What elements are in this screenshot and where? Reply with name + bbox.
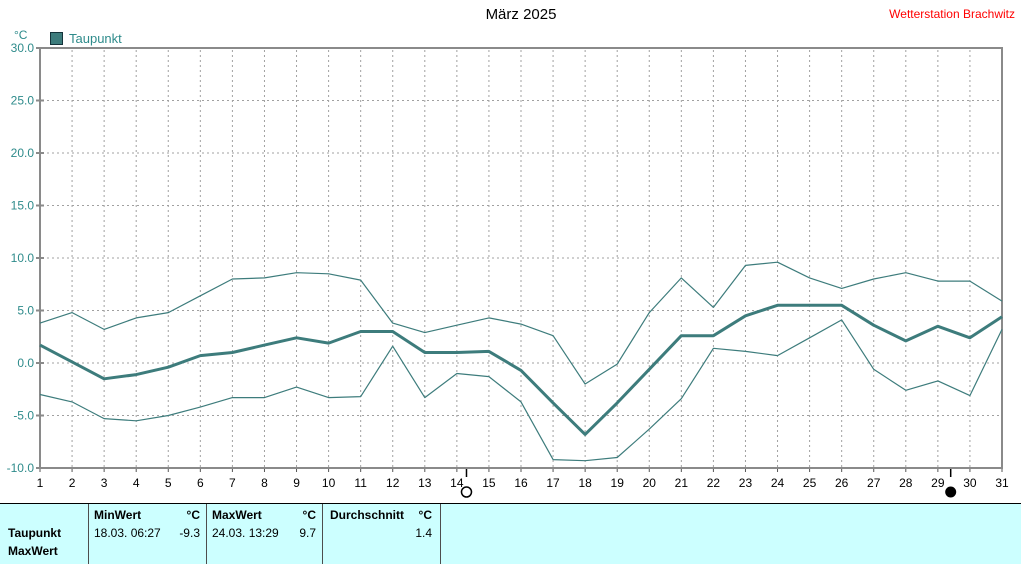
x-tick-label: 10	[322, 476, 336, 490]
x-tick-label: 9	[293, 476, 300, 490]
y-axis-unit-label: °C	[14, 28, 28, 42]
series-daily-min-line	[39, 319, 1003, 462]
average-value: 1.4	[415, 526, 432, 540]
x-tick-label: 7	[229, 476, 236, 490]
y-tick-label: 15.0	[11, 199, 35, 213]
x-tick-label: 13	[418, 476, 432, 490]
y-tick-label: 30.0	[11, 41, 35, 55]
x-tick-label: 17	[546, 476, 560, 490]
x-tick-label: 30	[963, 476, 977, 490]
x-tick-label: 11	[354, 476, 367, 490]
x-tick-label: 1	[37, 476, 44, 490]
y-tick-label: 5.0	[17, 304, 34, 318]
durchschnitt-unit-label: °C	[418, 508, 432, 522]
x-tick-label: 19	[611, 476, 625, 490]
stats-table: MinWert °C MaxWert °C Durchschnitt °C Ta…	[0, 503, 1021, 564]
stat-row-label: Taupunkt	[8, 526, 62, 540]
minwert-column-header: MinWert	[94, 508, 142, 522]
series-daily-mean-line	[39, 303, 1003, 436]
station-name: Wetterstation Brachwitz	[889, 7, 1015, 21]
table-divider	[440, 504, 441, 564]
new-moon-icon	[945, 486, 957, 498]
max-datetime: 24.03. 13:29	[212, 526, 279, 540]
legend-swatch-icon	[50, 32, 63, 45]
page-title: März 2025	[485, 6, 557, 23]
y-tick-label: 0.0	[17, 356, 34, 370]
x-tick-label: 14	[450, 476, 464, 490]
x-tick-label: 28	[899, 476, 913, 490]
y-tick-label: -5.0	[13, 409, 34, 423]
table-divider	[88, 504, 89, 564]
durchschnitt-column-header: Durchschnitt	[330, 508, 405, 522]
legend-label: Taupunkt	[69, 31, 122, 46]
series-daily-max-line	[39, 261, 1003, 385]
maxwert-column-header: MaxWert	[212, 508, 262, 522]
x-tick-label: 15	[482, 476, 496, 490]
y-tick-label: 25.0	[11, 94, 35, 108]
x-tick-label: 12	[386, 476, 400, 490]
y-tick-label: 10.0	[11, 251, 35, 265]
x-tick-label: 8	[261, 476, 268, 490]
maxwert-unit-label: °C	[302, 508, 316, 522]
plot-border	[39, 47, 1003, 469]
x-tick-label: 6	[197, 476, 204, 490]
y-tick-label: 20.0	[11, 146, 35, 160]
table-divider	[206, 504, 207, 564]
legend: Taupunkt	[50, 31, 122, 46]
x-tick-label: 18	[578, 476, 592, 490]
x-tick-label: 29	[931, 476, 945, 490]
x-tick-label: 21	[675, 476, 689, 490]
min-datetime: 18.03. 06:27	[94, 526, 161, 540]
min-value: -9.3	[179, 526, 200, 540]
dewpoint-chart: -10.0 -5.0 0.0 5.0 10.0 15.0 20.0 25.0 30.0 1 2 3 4 5…	[7, 41, 1009, 498]
x-tick-label: 25	[803, 476, 817, 490]
max-value: 9.7	[299, 526, 316, 540]
x-tick-label: 16	[514, 476, 528, 490]
x-tick-label: 27	[867, 476, 881, 490]
x-tick-label: 22	[707, 476, 721, 490]
x-tick-label: 20	[643, 476, 657, 490]
dewpoint-chart-svg: -10.0-5.00.05.010.015.020.025.030.01 2 3 4 5…	[7, 41, 1009, 498]
x-tick-label: 31	[995, 476, 1009, 490]
x-tick-label: 3	[101, 476, 108, 490]
x-tick-label: 4	[133, 476, 140, 490]
x-tick-label: 26	[835, 476, 849, 490]
x-tick-label: 24	[771, 476, 785, 490]
x-tick-label: 23	[739, 476, 753, 490]
minwert-unit-label: °C	[186, 508, 200, 522]
table-divider	[322, 504, 323, 564]
weather-chart-page: März 2025 Wetterstation Brachwitz °C Tau…	[0, 6, 1021, 564]
stat-row-label: MaxWert	[8, 544, 58, 558]
full-moon-icon	[460, 486, 473, 498]
x-tick-label: 2	[69, 476, 76, 490]
x-tick-label: 5	[165, 476, 172, 490]
y-tick-label: -10.0	[7, 461, 35, 475]
